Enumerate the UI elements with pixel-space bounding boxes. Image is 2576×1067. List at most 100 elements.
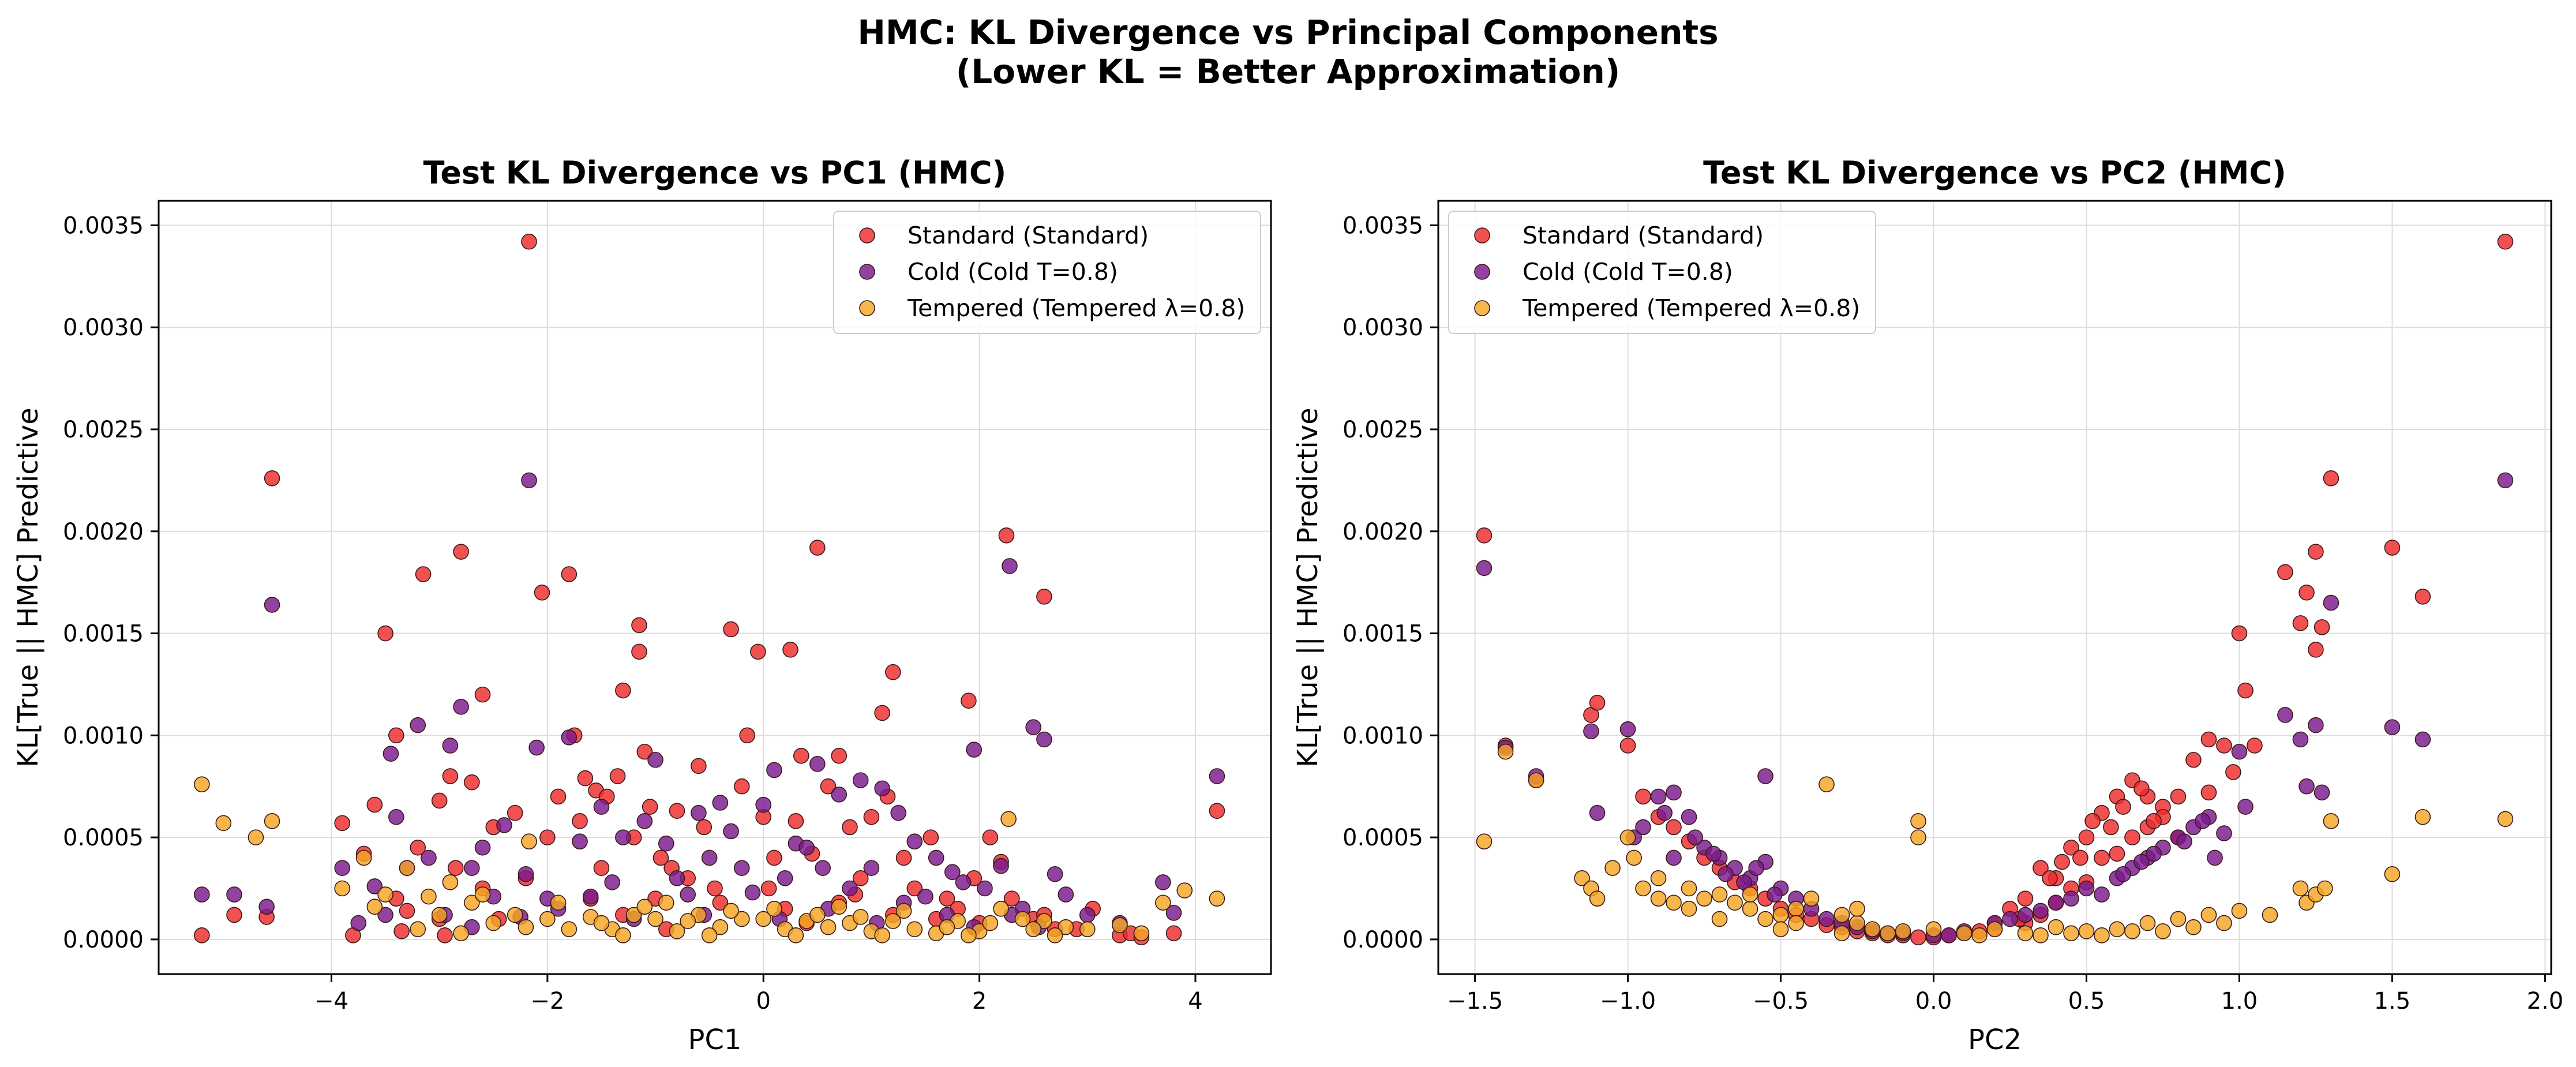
data-point: [2298, 585, 2315, 601]
data-point: [1748, 860, 1764, 876]
data-point: [631, 617, 647, 634]
data-point: [2237, 682, 2253, 699]
y-ticks: 0.0000 0.0005 0.0010 0.0015 0.0020 0.0025 0.00…: [63, 212, 159, 953]
legend-marker-cold: [859, 264, 875, 280]
legend-label-tempered: Tempered (Tempered λ=0.8): [907, 294, 1245, 322]
data-point: [2063, 890, 2079, 907]
data-point: [1619, 721, 1636, 737]
data-point: [2323, 470, 2339, 486]
data-point: [577, 770, 594, 787]
data-point: [1666, 819, 1682, 836]
axes-title: Test KL Divergence vs PC1 (HMC): [423, 155, 1007, 191]
data-point: [383, 746, 399, 762]
data-point: [1604, 860, 1621, 876]
data-point: [1681, 901, 1697, 917]
data-point: [1036, 913, 1052, 929]
data-point: [593, 860, 610, 876]
data-point: [334, 815, 351, 832]
series-standard: [194, 233, 1225, 946]
data-point: [906, 880, 923, 897]
data-point: [1589, 890, 1606, 907]
data-point: [1666, 784, 1682, 801]
panel-pc1: −4 −2 0 2 40.00000.00050.00100.00150.00200.0…: [12, 155, 1272, 1056]
data-point: [2094, 886, 2110, 903]
data-point: [264, 470, 280, 486]
data-point: [658, 835, 674, 852]
data-point: [615, 682, 631, 699]
data-point: [1574, 870, 1590, 886]
data-point: [2384, 540, 2401, 556]
data-point: [521, 833, 537, 849]
data-point: [831, 898, 848, 915]
data-point: [647, 911, 663, 927]
data-point: [842, 819, 858, 836]
data-point: [539, 829, 556, 845]
data-point: [2323, 813, 2339, 829]
data-point: [334, 880, 351, 897]
data-point: [1155, 894, 1171, 911]
data-point: [2017, 925, 2034, 942]
data-point: [2146, 845, 2162, 862]
data-point: [1666, 849, 1682, 866]
data-point: [669, 803, 685, 819]
data-point: [534, 585, 550, 601]
data-point: [1742, 886, 1758, 903]
data-point: [2176, 833, 2192, 849]
data-point: [2277, 707, 2293, 723]
data-point: [1036, 589, 1052, 605]
data-point: [1757, 768, 1773, 784]
data-point: [2063, 839, 2079, 856]
data-point: [793, 747, 809, 764]
data-point: [1589, 694, 1606, 711]
data-point: [1058, 886, 1074, 903]
data-point: [1818, 911, 1835, 927]
data-point: [194, 776, 210, 792]
data-point: [766, 849, 782, 866]
scatter-points: [194, 233, 1225, 946]
data-point: [2216, 825, 2232, 841]
data-point: [2002, 911, 2018, 927]
data-point: [1583, 723, 1599, 740]
data-point: [712, 795, 729, 811]
data-point: [750, 643, 766, 660]
data-point: [615, 927, 631, 944]
data-point: [939, 890, 955, 907]
data-point: [1681, 808, 1697, 825]
data-point: [691, 804, 707, 821]
data-point: [1772, 907, 1789, 923]
data-point: [410, 921, 426, 938]
data-point: [415, 566, 432, 582]
data-point: [2200, 731, 2217, 748]
data-point: [388, 727, 404, 744]
data-point: [1626, 849, 1642, 866]
data-point: [334, 860, 351, 876]
series-tempered: [1476, 743, 2514, 944]
y-tick-label: 0.0025: [1343, 417, 1423, 443]
data-point: [798, 839, 815, 856]
data-point: [1497, 743, 1514, 760]
data-point: [874, 927, 890, 944]
series-cold: [194, 472, 1225, 935]
data-point: [2497, 811, 2514, 828]
data-point: [809, 756, 826, 772]
data-point: [2115, 866, 2131, 882]
x-tick-label: −2: [530, 988, 564, 1014]
data-point: [998, 527, 1015, 544]
data-point: [2292, 731, 2309, 748]
data-point: [1656, 804, 1673, 821]
data-point: [464, 774, 480, 791]
data-point: [642, 799, 658, 815]
data-point: [831, 787, 848, 803]
legend-label-tempered: Tempered (Tempered λ=0.8): [1522, 294, 1860, 322]
data-point: [1718, 866, 1734, 882]
data-point: [2146, 813, 2162, 829]
data-point: [777, 870, 793, 886]
data-point: [1681, 880, 1697, 897]
data-point: [528, 739, 545, 756]
y-ticks: 0.0000 0.0005 0.0010 0.0015 0.0020 0.0025 0.00…: [1343, 212, 1438, 953]
y-tick-label: 0.0000: [63, 927, 144, 953]
data-point: [431, 792, 448, 809]
legend-box: [833, 211, 1261, 334]
data-point: [2216, 737, 2232, 754]
data-point: [1705, 845, 1722, 862]
